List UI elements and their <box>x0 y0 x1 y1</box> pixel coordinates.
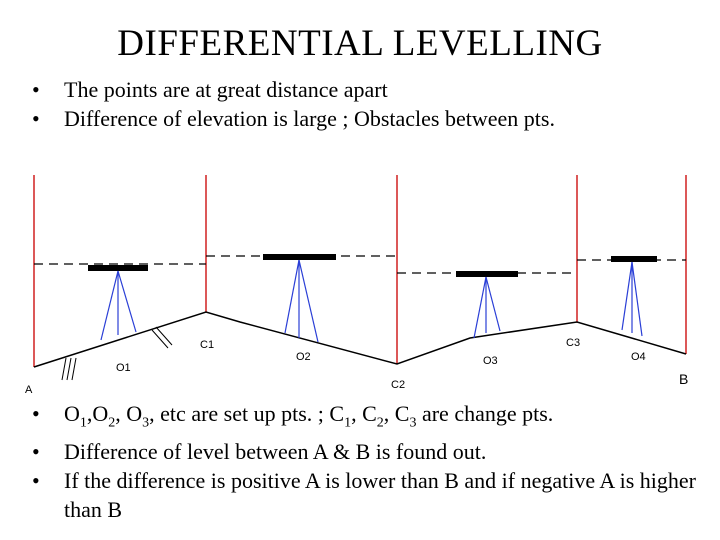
levelling-diagram: A O1 C1 O2 C2 O3 C3 O4 B <box>25 175 688 395</box>
notes-bullet-3: If the difference is positive A is lower… <box>28 466 708 524</box>
staff-lines <box>33 175 687 367</box>
notes-bullet-list: O1,O2, O3, etc are set up pts. ; C1, C2,… <box>28 399 708 524</box>
ground-profile <box>33 311 687 368</box>
instrument-o2 <box>263 254 336 343</box>
instrument-o1 <box>88 265 148 341</box>
point-label-a: A <box>25 384 33 395</box>
intro-bullet-list: The points are at great distance apart D… <box>28 75 555 133</box>
level-instrument-icon <box>611 256 657 262</box>
point-label-c3: C3 <box>566 337 580 349</box>
point-label-o1: O1 <box>116 362 131 374</box>
point-label-o4: O4 <box>631 351 646 363</box>
instrument-o3 <box>456 271 518 339</box>
point-label-c1: C1 <box>200 339 214 351</box>
point-label-o2: O2 <box>296 351 311 363</box>
notes-bullet-2: Difference of level between A & B is fou… <box>28 437 708 466</box>
intro-bullet-2: Difference of elevation is large ; Obsta… <box>28 104 555 133</box>
intro-bullet-1: The points are at great distance apart <box>28 75 555 104</box>
level-instrument-icon <box>263 254 336 260</box>
point-label-c2: C2 <box>391 379 405 391</box>
level-instrument-icon <box>88 265 148 271</box>
notes-bullet-1: O1,O2, O3, etc are set up pts. ; C1, C2,… <box>28 399 708 437</box>
point-label-o3: O3 <box>483 355 498 367</box>
slide-title: DIFFERENTIAL LEVELLING <box>117 23 603 64</box>
instrument-o4 <box>611 256 657 337</box>
level-instrument-icon <box>456 271 518 277</box>
ground-hatch-marks <box>61 326 173 381</box>
point-label-b: B <box>679 371 688 387</box>
